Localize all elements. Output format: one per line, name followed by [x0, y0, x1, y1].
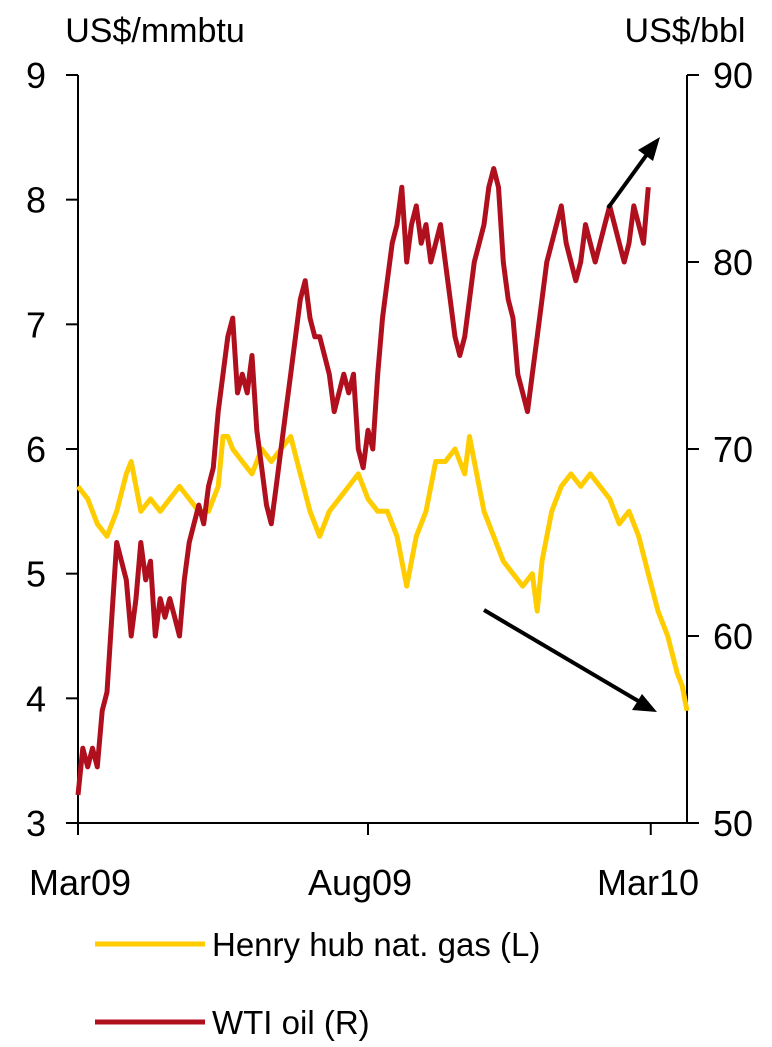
series-layer — [75, 166, 690, 796]
x-axis-ticks: Mar09 Aug09 Mar10 — [29, 823, 699, 903]
annotation-layer — [482, 137, 660, 712]
left-tick-label: 6 — [26, 429, 46, 470]
oil-trend-arrow-shaft — [606, 151, 650, 210]
gas-price-line — [76, 434, 690, 712]
x-tick-label: Aug09 — [308, 862, 412, 903]
left-tick-label: 8 — [26, 180, 46, 221]
right-tick-label: 80 — [713, 242, 753, 283]
left-axis-ticks: 3 4 5 6 7 8 9 — [26, 55, 78, 844]
oil-trend-arrow-head — [638, 137, 660, 161]
gas-trend-arrow-shaft — [482, 608, 642, 704]
left-tick-label: 7 — [26, 304, 46, 345]
legend-label-gas: Henry hub nat. gas (L) — [212, 926, 540, 963]
left-tick-label: 5 — [26, 554, 46, 595]
gas-trend-arrow-head — [632, 694, 657, 712]
x-tick-label: Mar10 — [597, 862, 699, 903]
right-tick-label: 90 — [713, 55, 753, 96]
right-tick-label: 60 — [713, 616, 753, 657]
left-axis-unit-label: US$/mmbtu — [65, 12, 245, 50]
left-tick-label: 9 — [26, 55, 46, 96]
right-axis-unit-label: US$/bbl — [625, 12, 746, 50]
left-tick-label: 3 — [26, 803, 46, 844]
right-tick-label: 50 — [713, 803, 753, 844]
oil-price-line — [75, 166, 651, 796]
right-tick-label: 70 — [713, 429, 753, 470]
legend: Henry hub nat. gas (L) WTI oil (R) — [95, 926, 540, 1041]
legend-label-oil: WTI oil (R) — [212, 1004, 370, 1041]
right-axis-ticks: 50 60 70 80 90 — [687, 55, 753, 844]
left-tick-label: 4 — [26, 678, 46, 719]
x-tick-label: Mar09 — [29, 862, 131, 903]
